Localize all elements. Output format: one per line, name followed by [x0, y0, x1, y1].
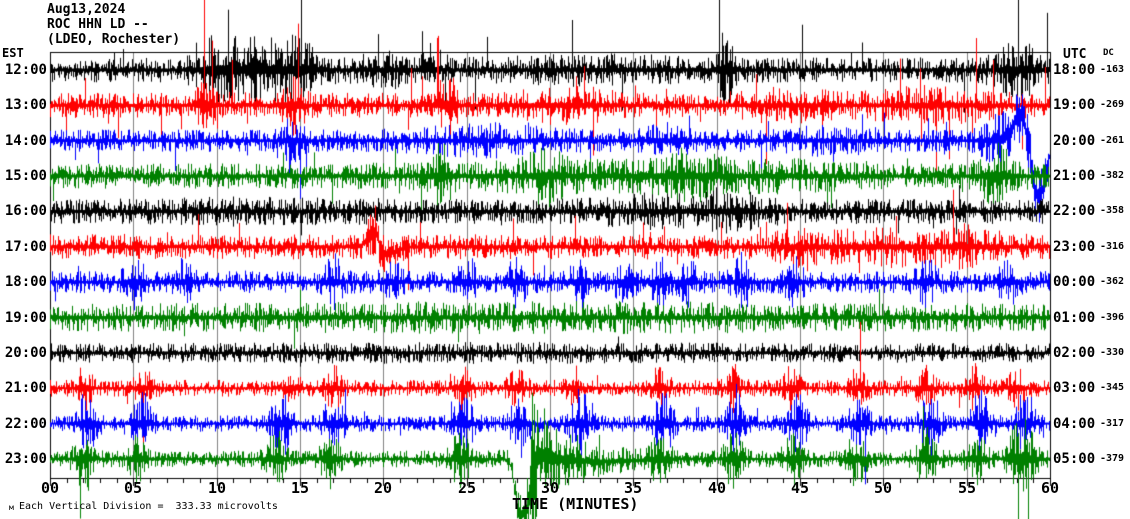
utc-time-label: 05:00	[1053, 451, 1096, 467]
x-tick-label: 00	[40, 479, 60, 497]
utc-time-label: 01:00	[1053, 310, 1096, 326]
dc-value: -358	[1100, 205, 1125, 216]
est-time-label: 16:00	[4, 203, 47, 219]
utc-time-label: 22:00	[1053, 203, 1096, 219]
dc-value: -317	[1100, 418, 1125, 429]
x-tick-label: 10	[207, 479, 227, 497]
dc-value: -379	[1100, 453, 1125, 464]
dc-value: -316	[1100, 241, 1125, 252]
x-axis-title: TIME (MINUTES)	[512, 495, 639, 513]
utc-time-label: 03:00	[1053, 380, 1096, 396]
est-time-label: 22:00	[4, 416, 47, 432]
est-time-label: 15:00	[4, 168, 47, 184]
dc-axis-header: DC	[1103, 48, 1114, 58]
header-date: Aug13,2024	[47, 2, 126, 17]
est-time-label: 14:00	[4, 133, 47, 149]
est-time-label: 19:00	[4, 310, 47, 326]
utc-time-label: 02:00	[1053, 345, 1096, 361]
est-axis-header: EST	[2, 46, 24, 60]
dc-value: -261	[1100, 135, 1125, 146]
x-tick-label: 45	[790, 479, 810, 497]
x-tick-label: 05	[123, 479, 143, 497]
utc-time-label: 19:00	[1053, 97, 1096, 113]
dc-value: -163	[1100, 64, 1125, 75]
dc-value: -330	[1100, 347, 1125, 358]
est-time-label: 21:00	[4, 380, 47, 396]
utc-time-label: 20:00	[1053, 133, 1096, 149]
footer-scale-text: Each Vertical Division = 333.33 microvol…	[19, 501, 278, 512]
est-time-label: 12:00	[4, 62, 47, 78]
x-tick-label: 60	[1040, 479, 1060, 497]
dc-value: -269	[1100, 99, 1125, 110]
x-tick-label: 50	[873, 479, 893, 497]
utc-time-label: 23:00	[1053, 239, 1096, 255]
est-time-label: 23:00	[4, 451, 47, 467]
x-tick-label: 30	[540, 479, 560, 497]
dc-value: -362	[1100, 276, 1125, 287]
x-tick-label: 15	[290, 479, 310, 497]
est-time-label: 20:00	[4, 345, 47, 361]
x-tick-label: 20	[373, 479, 393, 497]
x-tick-label: 55	[957, 479, 977, 497]
x-tick-label: 40	[707, 479, 727, 497]
est-time-label: 17:00	[4, 239, 47, 255]
est-time-label: 18:00	[4, 274, 47, 290]
utc-time-label: 04:00	[1053, 416, 1096, 432]
x-tick-label: 25	[457, 479, 477, 497]
dc-value: -345	[1100, 382, 1125, 393]
x-tick-label: 35	[623, 479, 643, 497]
header-station: ROC HHN LD --	[47, 17, 149, 32]
est-time-label: 13:00	[4, 97, 47, 113]
utc-time-label: 21:00	[1053, 168, 1096, 184]
utc-time-label: 18:00	[1053, 62, 1096, 78]
header-network: (LDEO, Rochester)	[47, 32, 181, 47]
utc-axis-header: UTC	[1063, 47, 1087, 62]
footer-mark: м	[9, 503, 14, 512]
utc-time-label: 00:00	[1053, 274, 1096, 290]
dc-value: -396	[1100, 312, 1125, 323]
dc-value: -382	[1100, 170, 1125, 181]
